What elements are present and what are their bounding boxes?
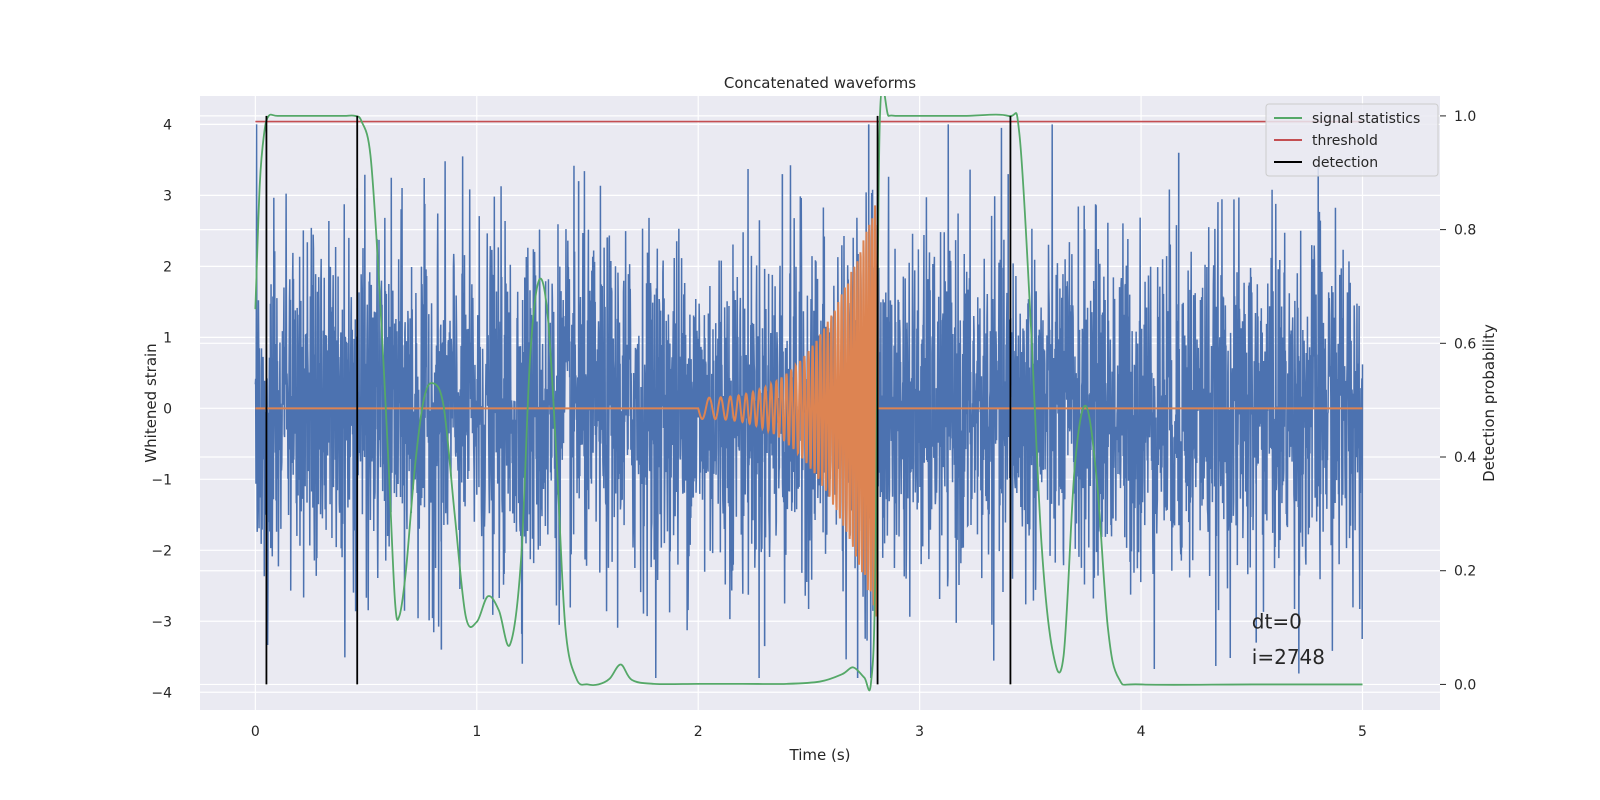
- x-tick-label: 5: [1358, 724, 1367, 740]
- legend: signal statistics threshold detection: [1265, 103, 1439, 177]
- y-tick-label: −1: [151, 472, 172, 488]
- signal-statistics-line: [254, 96, 1363, 692]
- y-tick-label: 1: [163, 330, 172, 346]
- y-tick-label: −4: [151, 685, 172, 701]
- y-tick-label: 2: [163, 259, 172, 275]
- y-tick-label: −2: [151, 543, 172, 559]
- x-tick-label: 2: [694, 724, 703, 740]
- y2-axis-label: Detection probability: [1480, 324, 1498, 482]
- x-tick-label: 1: [472, 724, 481, 740]
- y2-tick-label: 0.0: [1454, 677, 1476, 693]
- annotations: dt=0 i=2748: [1252, 609, 1325, 668]
- legend-box: [1265, 103, 1439, 177]
- x-tick-label: 3: [915, 724, 924, 740]
- y-tick-label: 4: [163, 117, 172, 133]
- plot-content: [254, 96, 1364, 692]
- y2-tick-label: 0.2: [1454, 564, 1476, 580]
- x-tick-label: 0: [251, 724, 260, 740]
- x-axis-label: Time (s): [789, 746, 851, 764]
- annotation-text: dt=0: [1252, 609, 1302, 633]
- y-tick-label: −3: [151, 614, 172, 630]
- annotation-text: i=2748: [1252, 645, 1325, 669]
- y-axis-label: Whitened strain: [142, 343, 160, 462]
- y-tick-label: 0: [163, 401, 172, 417]
- chart-title: Concatenated waveforms: [724, 74, 916, 92]
- y2-tick-label: 0.6: [1454, 336, 1476, 352]
- x-tick-label: 4: [1137, 724, 1146, 740]
- legend-entry: detection: [1312, 155, 1378, 171]
- injected-signal-line: [255, 205, 1363, 617]
- y2-tick-label: 1.0: [1454, 109, 1476, 125]
- y-tick-label: 3: [163, 188, 172, 204]
- y2-tick-label: 0.8: [1454, 223, 1476, 239]
- y2-tick-label: 0.4: [1454, 450, 1476, 466]
- legend-entry: signal statistics: [1312, 111, 1420, 127]
- legend-entry: threshold: [1312, 133, 1378, 149]
- ticks: 0 1 2 3 4 5 −4 −3 −2 −1 0 1 2 3 4 0.0 0.2 0.4 0.6 0.8 1.0: [151, 109, 1476, 740]
